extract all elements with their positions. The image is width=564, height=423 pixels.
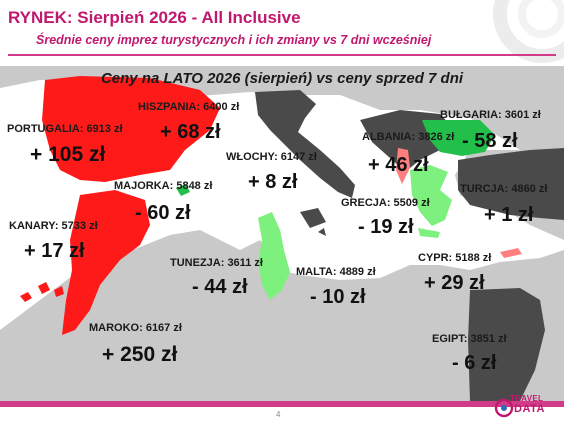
tunisia-label: TUNEZJA: 3611 zł xyxy=(170,257,263,269)
logo-text-top: TRAVEL xyxy=(510,394,544,403)
map-title: Ceny na LATO 2026 (sierpień) vs ceny spr… xyxy=(100,70,464,87)
header: RYNEK: Sierpień 2026 - All Inclusive Śre… xyxy=(0,0,564,66)
canary-label: KANARY: 5733 zł xyxy=(9,220,98,232)
canary-change: + 17 zł xyxy=(24,240,85,262)
mallorca-label: MAJORKA: 5848 zł xyxy=(114,180,213,192)
mallorca-change: - 60 zł xyxy=(135,202,191,224)
spain-change: + 68 zł xyxy=(160,121,221,143)
egypt-change: - 6 zł xyxy=(452,352,497,374)
morocco-change: + 250 zł xyxy=(102,343,178,366)
page-number: 4 xyxy=(276,410,281,419)
greece-change: - 19 zł xyxy=(358,216,414,238)
turkey-change: + 1 zł xyxy=(484,204,534,226)
tunisia-change: - 44 zł xyxy=(192,276,248,298)
cyprus-change: + 29 zł xyxy=(424,272,485,294)
map: Ceny na LATO 2026 (sierpień) vs ceny spr… xyxy=(0,66,564,401)
spain-label: HISZPANIA: 6400 zł xyxy=(138,101,240,113)
turkey-label: TURCJA: 4860 zł xyxy=(460,183,548,195)
albania-change: + 46 zł xyxy=(368,154,429,176)
italy-label: WŁOCHY: 6147 zł xyxy=(226,151,317,163)
header-divider xyxy=(8,54,556,56)
egypt-label: EGIPT: 3851 zł xyxy=(432,333,507,345)
travel-data-logo: TRAVEL DATA xyxy=(494,394,562,422)
morocco-label: MAROKO: 6167 zł xyxy=(89,322,182,334)
cyprus-label: CYPR: 5188 zł xyxy=(418,252,492,264)
footer-divider xyxy=(0,401,564,407)
italy-change: + 8 zł xyxy=(248,171,298,193)
page-subtitle: Średnie ceny imprez turystycznych i ich … xyxy=(36,33,432,47)
page-title: RYNEK: Sierpień 2026 - All Inclusive xyxy=(8,8,301,27)
portugal-change: + 105 zł xyxy=(30,143,106,166)
map-graphic xyxy=(0,66,564,401)
bulgaria-change: - 58 zł xyxy=(462,130,518,152)
logo-text-bottom: DATA xyxy=(514,403,545,415)
logo-circle-icon xyxy=(494,398,514,418)
malta-change: - 10 zł xyxy=(310,286,366,308)
bulgaria-label: BUŁGARIA: 3601 zł xyxy=(440,109,541,121)
decorative-circles-icon xyxy=(493,0,564,63)
albania-label: ALBANIA: 3826 zł xyxy=(362,131,455,143)
footer xyxy=(0,407,564,423)
greece-label: GRECJA: 5509 zł xyxy=(341,197,430,209)
malta-label: MALTA: 4889 zł xyxy=(296,266,376,278)
portugal-label: PORTUGALIA: 6913 zł xyxy=(7,123,123,135)
